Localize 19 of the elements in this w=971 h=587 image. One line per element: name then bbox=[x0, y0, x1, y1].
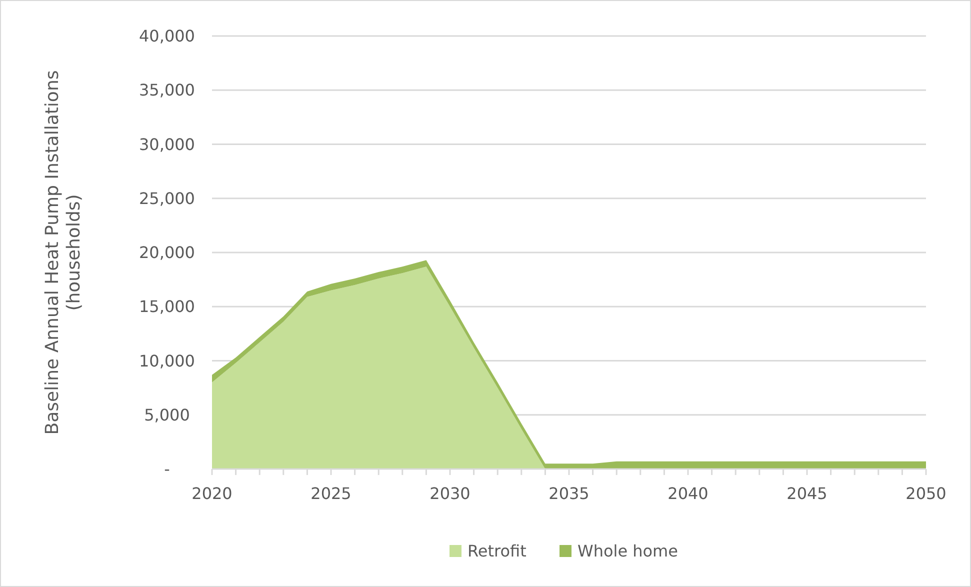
x-tick-label: 2035 bbox=[548, 484, 590, 503]
y-tick-label: 25,000 bbox=[139, 188, 195, 208]
legend-label: Retrofit bbox=[468, 542, 526, 561]
y-tick-label: - bbox=[164, 460, 170, 479]
x-tick-label: 2050 bbox=[906, 484, 946, 503]
x-tick-label: 2020 bbox=[192, 484, 232, 503]
x-tick-label: 2025 bbox=[310, 484, 352, 503]
x-tick-label: 2030 bbox=[430, 484, 470, 503]
y-tick-label: 20,000 bbox=[139, 243, 195, 262]
legend-label: Whole home bbox=[578, 542, 678, 561]
y-tick-label: 30,000 bbox=[139, 134, 195, 154]
y-tick-label: 10,000 bbox=[139, 351, 195, 370]
y-tick-label: 5,000 bbox=[144, 405, 190, 424]
y-tick-label: 15,000 bbox=[139, 297, 195, 316]
x-tick-label: 2045 bbox=[786, 484, 828, 503]
y-tick-label: 35,000 bbox=[139, 80, 195, 100]
y-axis-title: Baseline Annual Heat Pump Installations (households) bbox=[42, 70, 85, 435]
x-tick-label: 2040 bbox=[668, 484, 708, 503]
y-tick-label: 40,000 bbox=[139, 26, 195, 46]
